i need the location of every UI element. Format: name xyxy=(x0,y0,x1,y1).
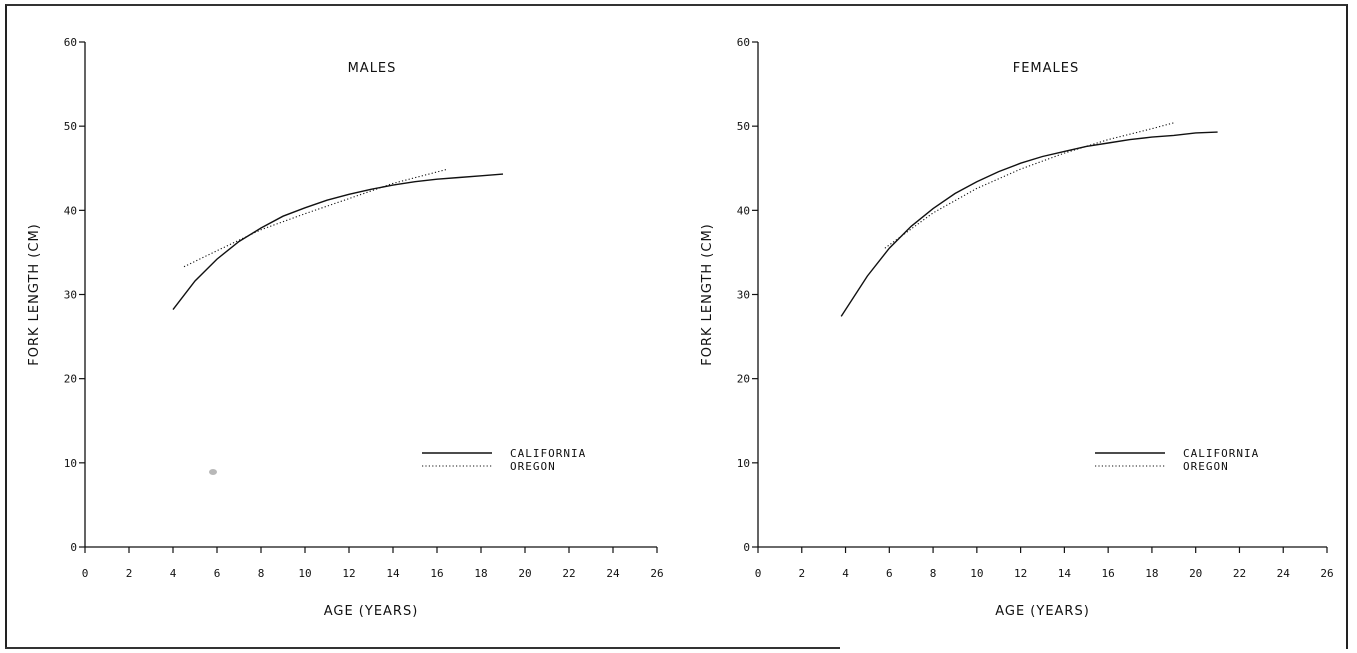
legend-label: CALIFORNIA xyxy=(1183,447,1259,460)
chart-title: FEMALES xyxy=(1013,61,1080,76)
x-tick-label: 10 xyxy=(298,567,311,580)
x-tick-label: 8 xyxy=(258,567,265,580)
x-tick-label: 4 xyxy=(842,567,849,580)
x-tick-label: 12 xyxy=(1014,567,1027,580)
y-tick-label: 0 xyxy=(70,541,77,554)
y-tick-label: 30 xyxy=(737,289,750,302)
y-tick-label: 10 xyxy=(64,457,77,470)
x-tick-label: 2 xyxy=(126,567,133,580)
legend-label: OREGON xyxy=(510,460,556,473)
legend-label: OREGON xyxy=(1183,460,1229,473)
x-tick-label: 20 xyxy=(518,567,531,580)
y-tick-label: 60 xyxy=(64,36,77,49)
y-tick-label: 20 xyxy=(64,373,77,386)
y-tick-label: 30 xyxy=(64,289,77,302)
x-tick-label: 20 xyxy=(1189,567,1202,580)
y-axis-title: FORK LENGTH (CM) xyxy=(27,223,42,365)
x-axis-title: AGE (YEARS) xyxy=(324,604,419,619)
x-tick-label: 12 xyxy=(342,567,355,580)
series-line-california xyxy=(172,173,504,311)
x-tick-label: 16 xyxy=(1102,567,1115,580)
y-axis-title: FORK LENGTH (CM) xyxy=(700,223,715,365)
x-tick-label: 24 xyxy=(1277,567,1291,580)
x-tick-label: 16 xyxy=(430,567,443,580)
series-line-oregon xyxy=(183,168,449,268)
x-tick-label: 14 xyxy=(386,567,400,580)
x-tick-label: 26 xyxy=(650,567,663,580)
x-tick-label: 18 xyxy=(1145,567,1158,580)
x-tick-label: 2 xyxy=(798,567,805,580)
y-tick-label: 20 xyxy=(737,373,750,386)
y-tick-label: 40 xyxy=(64,204,77,217)
x-axis-title: AGE (YEARS) xyxy=(995,604,1090,619)
x-tick-label: 0 xyxy=(755,567,762,580)
legend-label: CALIFORNIA xyxy=(510,447,586,460)
figure-frame-bottom xyxy=(5,647,840,649)
chart-title: MALES xyxy=(348,61,397,76)
x-tick-label: 10 xyxy=(970,567,983,580)
y-tick-label: 50 xyxy=(737,120,750,133)
series-line-california xyxy=(840,131,1218,317)
x-tick-label: 4 xyxy=(170,567,177,580)
y-tick-label: 50 xyxy=(64,120,77,133)
figure-frame xyxy=(5,4,1348,649)
y-tick-label: 40 xyxy=(737,204,750,217)
x-tick-label: 18 xyxy=(474,567,487,580)
series-line-oregon xyxy=(884,122,1174,249)
x-tick-label: 6 xyxy=(214,567,221,580)
x-tick-label: 26 xyxy=(1320,567,1333,580)
x-tick-label: 22 xyxy=(1233,567,1246,580)
y-tick-label: 0 xyxy=(743,541,750,554)
x-tick-label: 6 xyxy=(886,567,893,580)
x-tick-label: 8 xyxy=(930,567,937,580)
scan-artifact xyxy=(209,469,217,475)
x-tick-label: 24 xyxy=(606,567,620,580)
x-tick-label: 0 xyxy=(82,567,89,580)
y-tick-label: 60 xyxy=(737,36,750,49)
y-tick-label: 10 xyxy=(737,457,750,470)
x-tick-label: 14 xyxy=(1058,567,1072,580)
x-tick-label: 22 xyxy=(562,567,575,580)
